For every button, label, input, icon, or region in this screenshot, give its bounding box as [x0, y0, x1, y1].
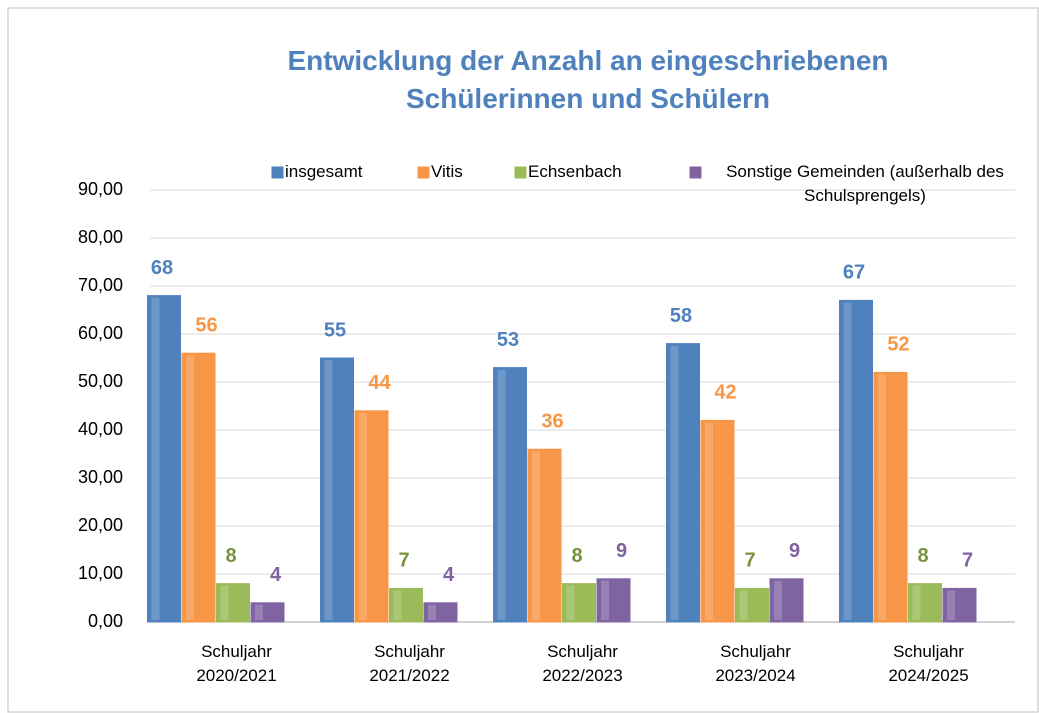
legend-label: Echsenbach: [528, 162, 622, 181]
data-label: 36: [541, 410, 563, 432]
data-label: 67: [843, 262, 865, 284]
data-label: 44: [368, 372, 391, 394]
data-label: 55: [324, 319, 346, 341]
data-label: 8: [571, 545, 582, 567]
legend-label: Vitis: [431, 162, 463, 181]
bar: [320, 357, 354, 623]
bar-shine: [566, 585, 575, 620]
bar-shine: [601, 580, 609, 620]
legend-label: Sonstige Gemeinden (außerhalb des Schuls…: [726, 162, 1004, 205]
bar-shine: [705, 422, 713, 620]
bar-shine: [670, 345, 679, 620]
bar: [147, 295, 181, 623]
x-tick-label: Schuljahr 2022/2023: [542, 642, 623, 685]
bar: [596, 578, 631, 623]
y-tick-label: 90,00: [78, 179, 123, 199]
y-tick-label: 80,00: [78, 227, 123, 247]
bar: [423, 602, 458, 623]
y-tick-label: 0,00: [88, 611, 123, 631]
data-label: 4: [270, 564, 282, 586]
bar: [873, 371, 908, 623]
data-label: 42: [714, 382, 736, 404]
bar-shine: [393, 590, 402, 620]
bar-shine: [739, 590, 748, 620]
bar: [839, 299, 873, 623]
x-tick-label: Schuljahr 2020/2021: [196, 642, 277, 685]
bar: [354, 410, 389, 623]
data-label: 52: [887, 334, 909, 356]
legend-swatch: [417, 166, 430, 179]
bar: [250, 602, 285, 623]
legend-label: insgesamt: [285, 162, 363, 181]
bar-shine: [220, 585, 229, 620]
x-tick-label: Schuljahr 2023/2024: [715, 642, 796, 685]
bar-shine: [843, 302, 852, 620]
data-label: 8: [225, 545, 236, 567]
legend-swatch: [514, 166, 527, 179]
y-tick-label: 20,00: [78, 515, 123, 535]
legend-swatch: [689, 166, 702, 179]
legend-swatch: [271, 166, 284, 179]
bar: [769, 578, 804, 623]
bar: [942, 587, 977, 623]
data-label: 56: [195, 314, 217, 336]
bar-shine: [428, 604, 436, 620]
data-label: 58: [670, 305, 692, 327]
bar-shine: [774, 580, 782, 620]
bar: [908, 583, 942, 623]
data-label: 8: [917, 545, 928, 567]
data-label: 68: [151, 257, 173, 279]
bar-shine: [912, 585, 921, 620]
bar-shine: [359, 412, 367, 620]
x-tick-label: Schuljahr 2024/2025: [888, 642, 969, 685]
bar: [735, 587, 769, 623]
data-label: 7: [398, 550, 409, 572]
data-label: 4: [443, 564, 455, 586]
bar: [216, 583, 250, 623]
data-label: 9: [616, 540, 627, 562]
bar: [562, 583, 596, 623]
data-label: 9: [789, 540, 800, 562]
y-tick-label: 60,00: [78, 323, 123, 343]
data-label: 7: [744, 550, 755, 572]
y-tick-label: 10,00: [78, 563, 123, 583]
bar: [700, 419, 735, 623]
bar: [389, 587, 423, 623]
x-tick-label: Schuljahr 2021/2022: [369, 642, 450, 685]
bar: [181, 352, 216, 623]
data-label: 53: [497, 329, 519, 351]
bar-shine: [878, 374, 886, 620]
y-tick-label: 40,00: [78, 419, 123, 439]
bar-shine: [151, 297, 160, 620]
bar-shine: [255, 604, 263, 620]
y-tick-label: 50,00: [78, 371, 123, 391]
data-label: 7: [962, 550, 973, 572]
bar-shine: [532, 451, 540, 620]
y-tick-label: 30,00: [78, 467, 123, 487]
bar-shine: [497, 369, 506, 620]
bar-shine: [324, 360, 333, 620]
bar: [666, 343, 700, 623]
chart-title: Entwicklung der Anzahl an eingeschrieben…: [287, 45, 889, 114]
bar-shine: [947, 590, 955, 620]
bar-shine: [186, 355, 194, 620]
y-tick-label: 70,00: [78, 275, 123, 295]
bar: [493, 367, 527, 623]
bar: [527, 448, 562, 623]
